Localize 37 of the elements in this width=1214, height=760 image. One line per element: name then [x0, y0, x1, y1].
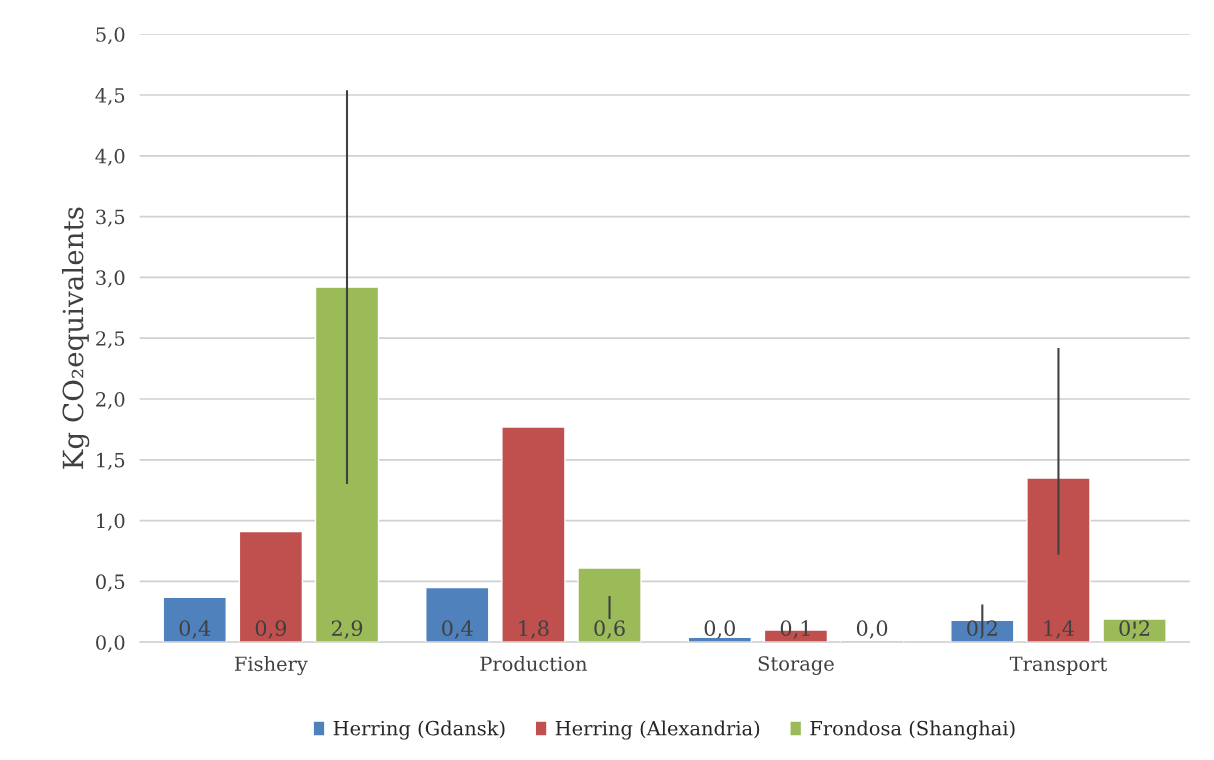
data-label: 0,9 — [255, 620, 287, 639]
data-label: 1,4 — [1044, 620, 1074, 639]
bar — [1102, 618, 1167, 643]
data-label: 0,2 — [1119, 620, 1150, 639]
y-tick-label: 3,0 — [96, 270, 125, 288]
y-tick-label: 4,5 — [95, 87, 125, 106]
bar — [1026, 477, 1091, 643]
data-label: 0,0 — [856, 620, 888, 639]
bar — [577, 567, 642, 643]
bar — [162, 596, 227, 643]
bar — [314, 286, 380, 643]
bar — [425, 586, 490, 643]
legend-label: Herring (Gdansk) — [333, 720, 505, 740]
y-tick-label: 1,0 — [97, 513, 125, 531]
bar — [238, 530, 304, 643]
y-tick-label: 4,0 — [95, 148, 125, 166]
y-tick-label: 5,0 — [96, 27, 125, 45]
data-label: 0,0 — [704, 620, 735, 639]
y-tick-label: 2,5 — [96, 331, 125, 349]
x-tick-label: Storage — [758, 656, 834, 675]
y-tick-label: 1,5 — [97, 452, 125, 470]
bar — [501, 426, 566, 643]
x-tick-label: Production — [480, 656, 587, 672]
x-tick-label: Fishery — [234, 656, 308, 676]
legend-label: Frondosa (Shanghai) — [810, 720, 1015, 740]
data-label: 2,9 — [331, 620, 363, 639]
data-label: 1,8 — [519, 620, 549, 639]
y-tick-label: 2,0 — [96, 391, 125, 410]
legend-label: Herring (Alexandria) — [555, 720, 760, 740]
y-tick-label: 0,5 — [96, 574, 125, 592]
y-axis-title: Kg CO₂equivalents — [61, 207, 90, 469]
y-tick-label: 3,5 — [96, 209, 125, 227]
x-tick-label: Transport — [1009, 656, 1108, 675]
y-tick-label: 0,0 — [96, 635, 125, 653]
data-label: 0,4 — [179, 620, 211, 639]
data-label: 0,6 — [594, 620, 625, 639]
data-label: 0,4 — [442, 620, 473, 639]
